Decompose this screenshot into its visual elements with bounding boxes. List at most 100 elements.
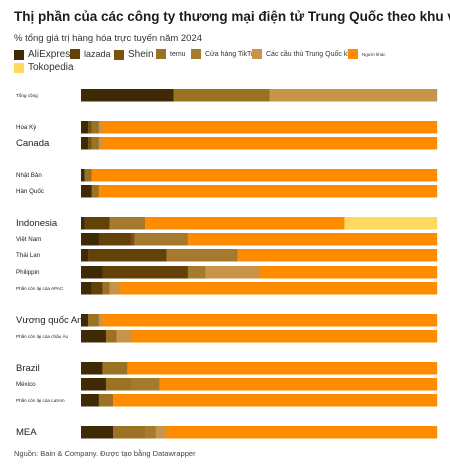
bar-segment [102, 121, 438, 134]
bar-segment [98, 185, 438, 198]
bar-segment [173, 89, 270, 102]
category-label: MEA [16, 427, 37, 438]
legend-swatch [348, 49, 358, 59]
bar-segment [187, 266, 206, 279]
bar-segment [113, 426, 146, 439]
bar-segment [127, 362, 438, 375]
bar-segment [84, 217, 110, 230]
bar-segment [91, 169, 438, 182]
bar-segment [81, 282, 92, 295]
bar-segment [102, 282, 110, 295]
legend-label: Cửa hàng TikTok [205, 50, 258, 58]
bar-segment [109, 217, 146, 230]
legend-swatch [156, 49, 166, 59]
bar-segment [102, 137, 438, 150]
legend-item-7: Tokopedia [14, 62, 74, 73]
bar-segment [102, 266, 188, 279]
chart-title: Thị phần của các công ty thương mại điện… [14, 9, 450, 24]
bar-segment [205, 266, 260, 279]
bar-segment [81, 249, 89, 262]
bar-segment [81, 89, 174, 102]
category-label: Nhật Bản [16, 172, 42, 179]
bar-segment [102, 314, 438, 327]
bar-segment [159, 378, 438, 391]
legend-item-3: temu [156, 49, 186, 59]
bar-segment [98, 137, 103, 150]
bar-segment [91, 121, 99, 134]
category-label: Tổng cộng [16, 92, 38, 98]
legend-item-5: Các cầu thủ Trung Quốc khác [252, 49, 359, 59]
legend-label: Các cầu thủ Trung Quốc khác [266, 50, 359, 58]
bar-segment [166, 249, 238, 262]
legend-swatch [70, 49, 80, 59]
legend-label: AliExpress [28, 49, 76, 60]
bar-segment [145, 217, 345, 230]
bar-segment [91, 282, 103, 295]
bar-segment [113, 394, 438, 407]
legend-label: lazada [84, 49, 111, 59]
category-label: Hàn Quốc [16, 188, 44, 195]
category-label: Indonesia [16, 218, 58, 229]
category-label: Thái Lan [16, 252, 41, 259]
bar-segment [81, 394, 99, 407]
legend-item-2: Shein [114, 49, 154, 60]
category-label: Phần còn lại của LatAm [16, 397, 65, 403]
legend-swatch [14, 49, 24, 60]
bar-segment [187, 233, 438, 246]
legend-item-0: AliExpress [14, 49, 75, 60]
category-label: México [16, 381, 36, 388]
legend-label: Tokopedia [28, 62, 74, 73]
bar-segment [81, 233, 99, 246]
category-label: Vương quốc Anh [16, 315, 88, 326]
bar-segment [109, 282, 121, 295]
bar-segment [81, 217, 85, 230]
bar-segment [145, 426, 156, 439]
bar-segment [81, 378, 107, 391]
bar-segment [81, 314, 89, 327]
bar-segment [81, 185, 92, 198]
bar-segment [344, 217, 438, 230]
chart-source: Nguồn: Bain & Company. Được tạo bằng Dat… [14, 449, 196, 458]
bar-segment [84, 169, 92, 182]
legend-swatch [114, 49, 124, 60]
bar-segment [98, 121, 103, 134]
bar-segment [81, 362, 103, 375]
bar-segment [81, 330, 107, 343]
category-label: Philippin [16, 269, 40, 276]
category-label: Phần còn lại của châu Âu [16, 333, 69, 339]
bar-segment [91, 185, 99, 198]
category-label: Brazil [16, 363, 40, 374]
legend-item-6: Người khác [348, 49, 385, 59]
bar-segment [98, 314, 103, 327]
bar-segment [120, 282, 438, 295]
bar-segment [269, 89, 438, 102]
legend-item-4: Cửa hàng TikTok [191, 49, 258, 59]
legend-swatch [252, 49, 262, 59]
bar-segment [81, 121, 89, 134]
bar-segment [130, 233, 135, 246]
bar-segment [88, 249, 167, 262]
category-label: Việt Nam [16, 236, 41, 243]
bar-segment [259, 266, 438, 279]
bar-segment [134, 233, 188, 246]
legend-label: temu [170, 50, 186, 58]
bar-segment [102, 362, 128, 375]
bar-segment [98, 394, 114, 407]
bar-segment [81, 169, 85, 182]
category-label: Phần còn lại của APAC [16, 285, 64, 291]
bar-segment [105, 330, 117, 343]
bar-segment [81, 426, 114, 439]
bar-segment [116, 330, 132, 343]
bar-segment [166, 426, 438, 439]
category-label: Hoa Kỳ [16, 124, 37, 131]
bar-segment [155, 426, 167, 439]
bar-segment [88, 314, 99, 327]
legend-swatch [191, 49, 201, 59]
chart-subtitle: % tổng giá trị hàng hóa trực tuyến năm 2… [14, 33, 203, 44]
legend-swatch [14, 62, 24, 73]
legend-label: Người khác [362, 51, 386, 57]
bar-segment [130, 378, 160, 391]
bar-segment [130, 330, 438, 343]
bar-segment [88, 137, 92, 150]
